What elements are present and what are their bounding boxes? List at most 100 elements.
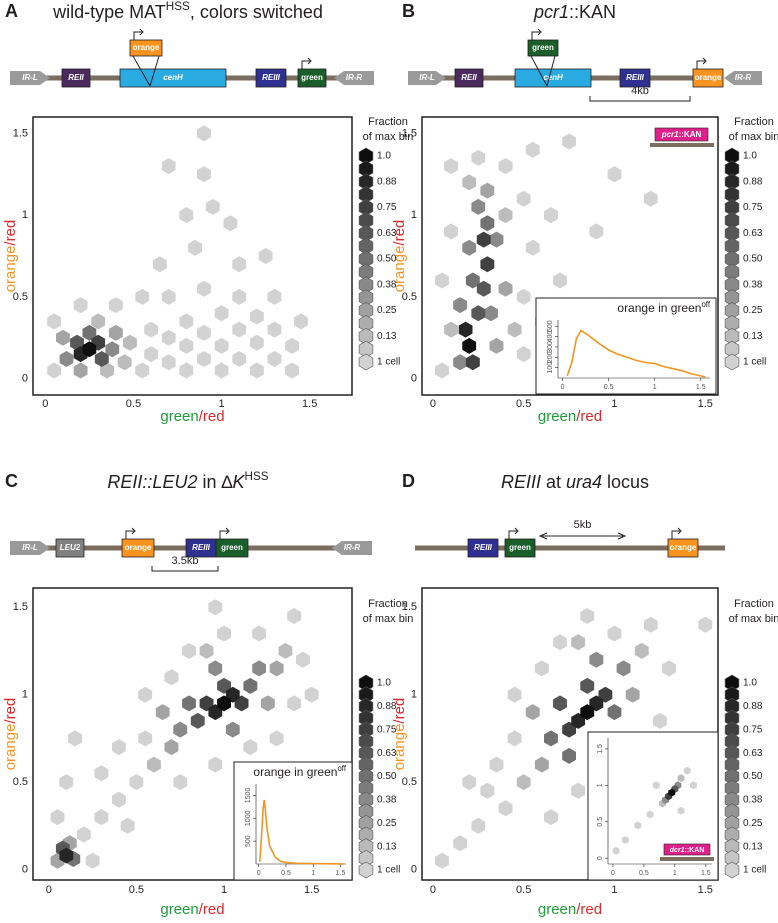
legend-label: 0.63 [743,748,763,759]
hex-bin [217,625,231,642]
x-tick-label: 1.5 [698,884,713,896]
hex-bin [516,288,531,305]
hex-bin [267,321,282,338]
x-tick-label: 0 [46,884,52,896]
hex-bin [249,308,264,325]
plot-area [47,125,308,379]
hex-bin [553,272,567,289]
hex-bin [480,256,495,273]
hex-bin [249,334,264,351]
hex-bin [100,362,114,379]
hex-bin [217,695,231,712]
hex-bin [68,730,82,747]
legend-title: Fraction of max bin [729,116,778,143]
hex-bin [534,756,549,773]
hex-bin [153,256,167,273]
hex-bin [435,272,449,289]
legend-label: 0.38 [377,279,397,290]
legend-label: 0.88 [377,176,397,187]
hex-bin [112,791,126,808]
hex-bin [453,354,468,371]
legend-hex [724,861,740,879]
hex-bin [94,351,109,367]
x-tick-label: 1.5 [698,398,713,410]
hex-bin [161,158,176,175]
y-axis-label-part: /red [2,698,19,724]
hex-bin [267,288,282,305]
hex-bin [161,288,176,305]
inset-frame [587,731,719,881]
hex-bin [197,166,211,183]
legend-label: 0.38 [743,795,763,806]
hex-bin [525,704,540,721]
y-tick-label: 1 [22,689,28,701]
legend-label: 0.63 [377,228,397,239]
scale-bar [151,566,219,572]
hex-bin [489,756,504,773]
hex-bin [544,809,558,826]
feature-label: cenH [543,73,563,82]
panel-title-part: , colors switched [190,2,323,22]
panel-title-part: wild-type MAT [52,2,166,22]
x-axis-label-part: /red [576,408,602,425]
feature-label: REIII [474,543,493,552]
hex-bin [580,704,595,721]
gene-box [527,39,559,57]
legend-label: 0.13 [377,331,397,342]
legend-label: 0.75 [743,202,763,213]
inset-title-part: off [701,300,710,309]
hex-bin [94,809,109,826]
x-axis-label: green/red [538,408,602,425]
hex-bin [294,313,308,330]
strain-label-part: ::KAN [679,130,702,139]
legend-title-part: of max bin [729,613,778,625]
plot-area [50,599,319,869]
legend-label: 1 cell [377,357,400,368]
x-tick-label: 1 [221,884,227,896]
x-axis-label-part: /red [199,408,225,425]
promoter-arrowhead [677,527,682,535]
promoter-arrow [301,60,310,69]
y-tick-label: 0.5 [402,776,417,788]
gene-box [504,538,536,558]
legend-label: 0.38 [377,795,397,806]
panel-title-part: HSS [166,0,190,13]
legend-label: 1 cell [743,865,766,876]
scale-bar [589,96,691,102]
strain-box [654,127,709,142]
hex-bin [199,642,214,659]
y-tick-label: 1 [411,689,417,701]
legend-title: Fraction of max bin [729,598,778,625]
x-axis-label-part: green [160,408,198,425]
scale-label: 3.5kb [172,555,199,567]
y-axis-label: orange/red [2,220,19,293]
hex-bin [516,774,531,791]
y-axis-label-part: /red [2,220,19,246]
promoter-arrow [508,530,517,539]
hex-bin [243,739,258,756]
hex-bin [164,669,179,686]
hex-bin [625,686,640,703]
legend-label: 0.25 [377,305,397,316]
feature-label: green [301,73,323,82]
scale-label: 4kb [631,85,649,97]
hex-bin [260,695,275,712]
plot-area [435,608,713,869]
x-tick-label: 0.5 [129,884,144,896]
panel-title: REIII at ura4 locus [501,472,649,492]
inset-y-tick-label: 1 [597,783,604,787]
hex-bin [616,660,631,677]
legend-label: 0.50 [377,771,397,782]
hex-bin [489,337,504,354]
x-axis-label-part: /red [199,901,225,918]
legend-label: 0.75 [377,202,397,213]
legend-title-part: Fraction [734,116,774,128]
hex-bin [179,207,194,224]
legend-label: 0.88 [743,176,763,187]
legend-label: 0.75 [743,724,763,735]
legend-label: 0.13 [743,331,763,342]
hex-bin [525,239,540,256]
hex-bin [73,362,88,379]
hex-bin [668,788,676,797]
plot-frame [32,116,353,396]
